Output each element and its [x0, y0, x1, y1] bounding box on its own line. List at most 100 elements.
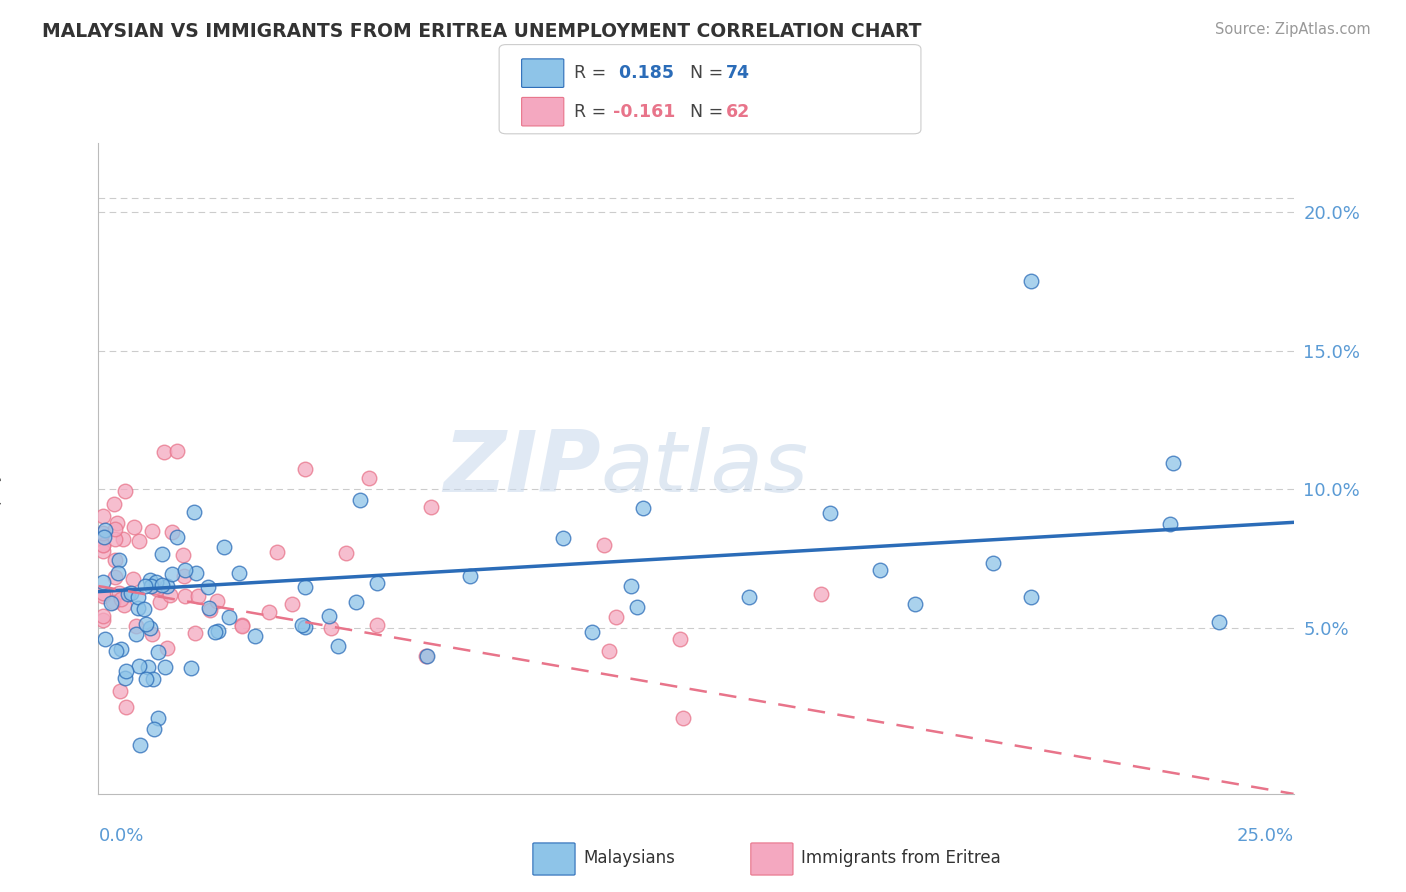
Point [91, 526, 114, 541]
Point [127, 601, 149, 615]
Text: Immigrants from Eritrea: Immigrants from Eritrea [801, 849, 1001, 867]
Point [125, 619, 148, 633]
Point [631, 501, 654, 516]
Text: 0.185: 0.185 [613, 64, 673, 82]
Point [141, 524, 163, 538]
Point [419, 500, 441, 514]
Point [173, 569, 195, 583]
Point [104, 644, 127, 658]
Point [146, 711, 169, 725]
Point [983, 556, 1005, 570]
Point [128, 739, 150, 753]
Point [128, 533, 150, 548]
Point [180, 661, 202, 675]
Point [214, 541, 236, 555]
Point [626, 599, 648, 614]
Point [668, 632, 690, 646]
Point [145, 574, 167, 589]
Point [1161, 456, 1184, 470]
Point [620, 579, 643, 593]
Point [183, 504, 205, 518]
Point [91, 609, 114, 624]
Point [294, 580, 316, 594]
Point [91, 509, 114, 524]
Text: atlas: atlas [600, 426, 808, 510]
Point [103, 521, 125, 535]
Point [122, 572, 145, 586]
Point [581, 625, 603, 640]
Point [257, 605, 280, 619]
Point [156, 579, 179, 593]
Point [183, 626, 205, 640]
Point [159, 588, 181, 602]
Point [136, 659, 159, 673]
Point [205, 593, 228, 607]
Point [321, 622, 343, 636]
Point [91, 613, 114, 627]
Point [101, 595, 124, 609]
Point [294, 462, 316, 476]
Point [91, 538, 114, 552]
Point [366, 576, 388, 591]
Point [1019, 590, 1042, 604]
Point [94, 632, 117, 646]
Point [100, 596, 122, 610]
Point [150, 578, 173, 592]
Point [134, 579, 156, 593]
Text: MALAYSIAN VS IMMIGRANTS FROM ERITREA UNEMPLOYMENT CORRELATION CHART: MALAYSIAN VS IMMIGRANTS FROM ERITREA UNE… [42, 22, 922, 41]
Point [125, 627, 148, 641]
Point [139, 573, 162, 587]
Point [104, 569, 127, 583]
Text: -0.161: -0.161 [613, 103, 675, 120]
Point [551, 532, 574, 546]
Point [149, 595, 172, 609]
Point [344, 595, 367, 609]
Point [198, 601, 221, 615]
Point [143, 723, 166, 737]
Text: R =: R = [574, 103, 612, 120]
Point [349, 493, 371, 508]
Point [146, 582, 169, 596]
Text: N =: N = [679, 64, 728, 82]
Point [142, 672, 165, 686]
Point [134, 601, 156, 615]
Point [197, 580, 219, 594]
Point [141, 627, 163, 641]
Point [110, 642, 132, 657]
Text: ZIP: ZIP [443, 426, 600, 510]
Point [110, 683, 132, 698]
Point [110, 592, 132, 607]
Point [145, 581, 167, 595]
Point [141, 579, 163, 593]
Point [737, 590, 759, 604]
Text: N =: N = [679, 103, 728, 120]
Point [91, 543, 114, 558]
Point [231, 618, 253, 632]
Point [198, 603, 221, 617]
Point [91, 589, 114, 603]
Point [243, 629, 266, 643]
Point [107, 566, 129, 580]
Point [111, 532, 134, 546]
Point [810, 587, 832, 601]
Text: 0.0%: 0.0% [98, 827, 143, 845]
Point [166, 443, 188, 458]
Point [91, 586, 114, 600]
Point [135, 616, 157, 631]
Point [103, 497, 125, 511]
Point [291, 618, 314, 632]
Point [228, 566, 250, 580]
Point [326, 639, 349, 653]
Point [281, 597, 304, 611]
Point [415, 648, 437, 663]
Point [94, 523, 117, 537]
Point [207, 624, 229, 638]
Point [139, 621, 162, 635]
Point [104, 532, 127, 546]
Point [593, 538, 616, 552]
Point [173, 589, 195, 603]
Point [172, 548, 194, 562]
Point [231, 618, 253, 632]
Text: Source: ZipAtlas.com: Source: ZipAtlas.com [1215, 22, 1371, 37]
Point [108, 553, 131, 567]
